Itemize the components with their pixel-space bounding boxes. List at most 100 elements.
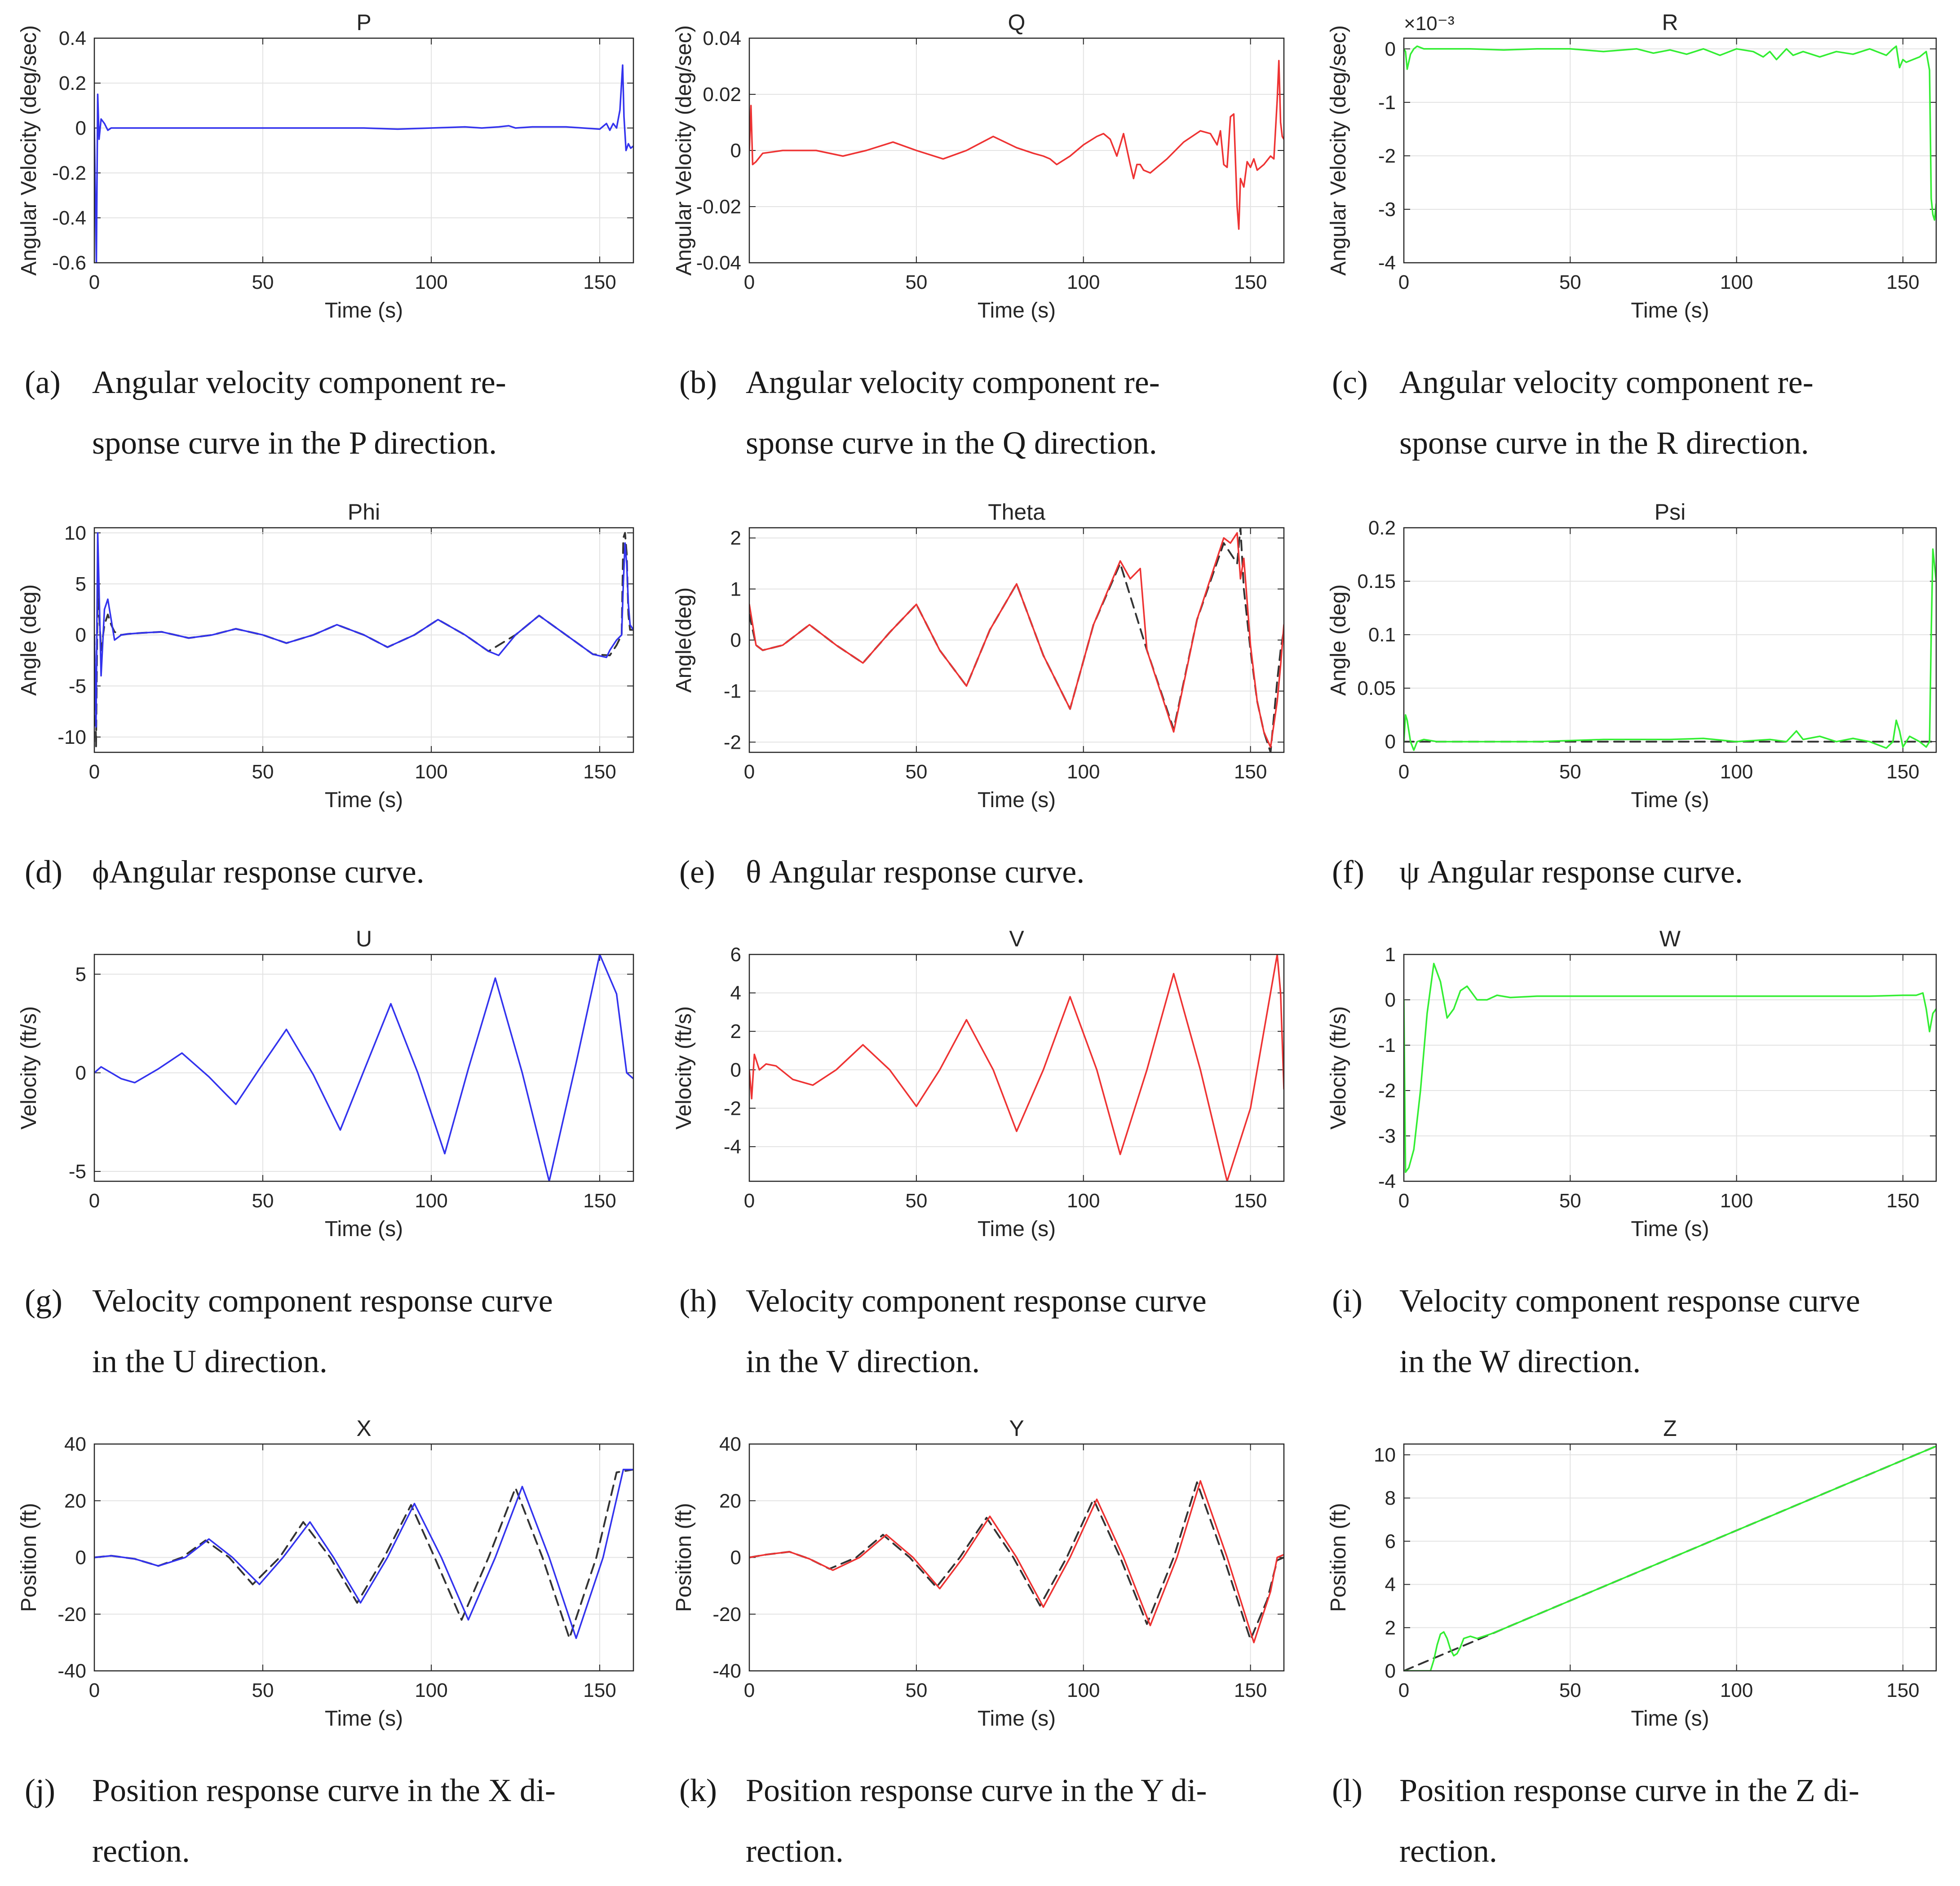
y-tick-label: 2	[730, 1020, 741, 1042]
x-tick-label: 150	[583, 761, 616, 783]
plot-frame	[748, 527, 1285, 753]
series-line-response	[94, 954, 633, 1181]
y-tick-label: -0.04	[696, 252, 741, 274]
chart-title: W	[1659, 926, 1681, 951]
y-tick-label: 0	[1385, 38, 1396, 60]
y-tick-label: 0	[730, 1059, 741, 1081]
series-group	[749, 954, 1284, 1181]
x-tick-label: 50	[1559, 761, 1581, 783]
series-group	[749, 1480, 1284, 1643]
x-tick-label: 100	[415, 1679, 447, 1701]
y-tick-label: -0.4	[52, 207, 86, 229]
y-tick-label: -40	[712, 1660, 741, 1682]
y-tick-label: 1	[730, 578, 741, 600]
y-tick-label: 5	[75, 573, 86, 595]
x-axis-label: Time (s)	[978, 299, 1056, 322]
y-tick-label: 0	[75, 1062, 86, 1084]
series-line-response	[94, 1469, 633, 1639]
chart-panel-l: 0 50 100 150 0 2 4 6 8 10 Z Time (s) Position (ft) (l…	[1327, 1416, 1937, 1869]
chart-title: Psi	[1655, 499, 1686, 525]
x-tick-label: 0	[1398, 271, 1409, 293]
y-axis-label: Velocity (ft/s)	[17, 1006, 41, 1130]
y-tick-label: 0.2	[59, 72, 86, 94]
series-line-response	[749, 1480, 1284, 1643]
caption-text: θ Angular response curve.	[746, 854, 1084, 890]
y-tick-label: -3	[1378, 199, 1396, 221]
plot-area	[1404, 38, 1936, 263]
caption-text: Angular velocity component re-	[1399, 364, 1814, 400]
y-tick-label: 0	[75, 117, 86, 139]
x-tick-label: 100	[415, 1190, 447, 1212]
y-tick-label: -3	[1378, 1125, 1396, 1147]
chart-panel-b: 0 50 100 150 -0.04 -0.02 0 0.02 0.04 Q Time (s) Ang…	[672, 10, 1285, 461]
series-line-reference	[94, 532, 633, 748]
caption-label: (h)	[679, 1283, 717, 1319]
x-tick-label: 100	[415, 271, 447, 293]
y-tick-label: 0	[75, 1547, 86, 1569]
x-axis-label: Time (s)	[1631, 788, 1709, 812]
x-tick-label: 50	[905, 271, 927, 293]
x-tick-label: 0	[744, 271, 755, 293]
y-tick-label: 1	[1385, 944, 1396, 966]
chart-panel-d: 0 50 100 150 -10 -5 0 5 10 Phi Time (s) Angle (deg)…	[17, 499, 634, 890]
chart-title: Phi	[348, 499, 380, 525]
caption-label: (e)	[679, 854, 715, 890]
y-tick-label: -1	[1378, 92, 1396, 114]
caption-text: in the W direction.	[1399, 1343, 1641, 1379]
x-tick-label: 0	[89, 1190, 100, 1212]
series-group	[94, 64, 633, 263]
caption-text: sponse curve in the R direction.	[1399, 425, 1809, 461]
y-tick-label: -2	[1378, 1080, 1396, 1102]
caption-label: (i)	[1332, 1283, 1363, 1319]
caption-text: Velocity component response curve	[92, 1283, 553, 1319]
series-group	[749, 60, 1284, 230]
x-tick-label: 0	[1398, 1679, 1409, 1701]
x-tick-label: 100	[1720, 1190, 1753, 1212]
y-tick-label: 0.15	[1357, 570, 1396, 592]
x-axis-label: Time (s)	[978, 788, 1056, 812]
x-tick-label: 0	[744, 1190, 755, 1212]
x-tick-label: 50	[1559, 271, 1581, 293]
y-tick-label: 0	[1385, 731, 1396, 753]
x-tick-label: 50	[252, 271, 274, 293]
x-tick-label: 0	[744, 1679, 755, 1701]
x-axis-label: Time (s)	[978, 1707, 1056, 1731]
series-group	[94, 1468, 633, 1639]
x-tick-label: 100	[1067, 271, 1100, 293]
chart-panel-e: 0 50 100 150 -2 -1 0 1 2 Theta Time (s) Angle(deg) (…	[672, 499, 1285, 890]
plot-area	[94, 38, 633, 263]
y-tick-label: -5	[69, 675, 86, 697]
x-tick-label: 50	[905, 1190, 927, 1212]
caption-label: (j)	[25, 1772, 55, 1808]
x-tick-label: 150	[583, 1190, 616, 1212]
plot-area	[94, 528, 633, 752]
y-tick-label: 5	[75, 963, 86, 985]
chart-title: R	[1662, 10, 1678, 35]
caption-text: Velocity component response curve	[746, 1283, 1207, 1319]
x-tick-label: 50	[1559, 1679, 1581, 1701]
plot-frame	[1403, 37, 1937, 264]
x-tick-label: 100	[1067, 1679, 1100, 1701]
x-axis-label: Time (s)	[325, 1707, 403, 1731]
plot-frame	[1403, 954, 1937, 1182]
y-tick-label: 10	[64, 522, 86, 544]
x-tick-label: 0	[744, 761, 755, 783]
caption-text: Velocity component response curve	[1399, 1283, 1860, 1319]
x-tick-label: 100	[1067, 761, 1100, 783]
caption-label: (l)	[1332, 1772, 1363, 1808]
plot-frame	[93, 37, 634, 264]
y-axis-label: Velocity (ft/s)	[672, 1006, 696, 1130]
y-tick-label: -2	[1378, 145, 1396, 167]
y-tick-label: -4	[724, 1136, 741, 1158]
caption-text: Position response curve in the Y di-	[746, 1772, 1207, 1808]
y-tick-label: 0.2	[1368, 517, 1396, 539]
series-group	[1404, 45, 1936, 221]
y-tick-label: 0.02	[703, 84, 741, 106]
series-line-response	[1404, 548, 1936, 751]
caption-label: (k)	[679, 1772, 717, 1808]
chart-title: X	[356, 1416, 371, 1441]
series-group	[1404, 963, 1936, 1173]
x-tick-label: 150	[1234, 761, 1267, 783]
y-tick-label: 2	[1385, 1617, 1396, 1639]
caption-label: (f)	[1332, 854, 1364, 890]
